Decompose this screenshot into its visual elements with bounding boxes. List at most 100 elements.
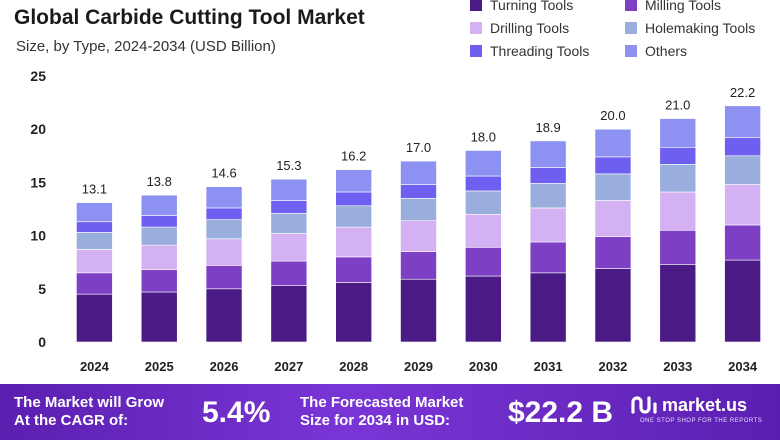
x-tick-label: 2034 [728, 359, 758, 374]
bar-segment [205, 288, 243, 343]
legend-item-turning: Turning Tools [470, 0, 573, 13]
brand-name: market.us [662, 394, 748, 415]
y-tick-label: 10 [30, 228, 46, 244]
legend-label: Drilling Tools [490, 20, 570, 36]
bar-segment [140, 291, 178, 343]
x-tick-label: 2026 [210, 359, 239, 374]
cagr-label-line2: At the CAGR of: [14, 412, 129, 429]
bar-segment [335, 205, 372, 228]
bar-segment [400, 160, 437, 185]
brand-logo: market.us [630, 394, 747, 416]
bar-segment [659, 164, 697, 193]
bar-segment [594, 156, 632, 175]
bar-segment [724, 184, 761, 226]
bar-segment [594, 128, 632, 158]
legend-item-holemaking: Holemaking Tools [625, 20, 755, 36]
bar-segment [335, 191, 372, 207]
legend-item-milling: Milling Tools [625, 0, 721, 13]
bar-segment [140, 226, 178, 246]
bar-segment [140, 215, 178, 228]
bar-segment [270, 260, 308, 286]
bar-segment [724, 137, 761, 157]
bar-segment [724, 105, 761, 139]
legend-label: Turning Tools [490, 0, 574, 13]
forecast-value: $22.2 B [508, 396, 614, 429]
brand-tagline: ONE STOP SHOP FOR THE REPORTS [640, 418, 763, 424]
bar-segment [659, 146, 697, 165]
y-tick-label: 25 [30, 68, 46, 84]
bar-segment [335, 169, 372, 193]
bar-total-label: 17.0 [406, 140, 431, 155]
bar-segment [205, 207, 243, 220]
x-tick-label: 2027 [274, 359, 303, 374]
bar-segment [465, 150, 502, 177]
legend-swatch [625, 22, 637, 34]
y-tick-label: 0 [38, 334, 46, 350]
x-tick-label: 2025 [145, 359, 174, 374]
bar-segment [76, 272, 113, 295]
bar-segment [659, 191, 697, 231]
bar-total-label: 21.0 [665, 98, 690, 113]
bar-segment [659, 118, 697, 148]
bar-segment [659, 264, 697, 343]
bar-segment [140, 244, 178, 270]
bar-segment [400, 184, 437, 199]
bar-total-label: 20.0 [600, 108, 625, 123]
bar-total-label: 15.3 [276, 158, 301, 173]
bar-segment [594, 236, 632, 269]
bar-segment [140, 194, 178, 216]
legend-item-drilling: Drilling Tools [470, 20, 569, 36]
bar-segment [76, 202, 113, 223]
x-tick-label: 2032 [598, 359, 627, 374]
legend-swatch [470, 0, 482, 11]
legend-label: Milling Tools [645, 0, 721, 13]
cagr-value: 5.4% [202, 396, 271, 429]
bar-segment [724, 259, 761, 343]
bar-total-label: 14.6 [211, 166, 236, 181]
bar-segment [400, 251, 437, 280]
x-tick-label: 2029 [404, 359, 433, 374]
cagr-label: The Market will Grow At the CAGR of: [14, 394, 164, 430]
x-tick-label: 2028 [339, 359, 368, 374]
x-tick-label: 2024 [80, 359, 110, 374]
bar-segment [76, 232, 113, 250]
page-title: Global Carbide Cutting Tool Market [14, 6, 365, 29]
bar-total-label: 16.2 [341, 149, 366, 164]
y-tick-label: 20 [30, 121, 46, 137]
y-tick-label: 15 [30, 174, 46, 190]
bar-segment [465, 275, 502, 343]
bar-segment [205, 238, 243, 266]
bar-segment [465, 214, 502, 248]
bar-segment [659, 229, 697, 265]
bar-total-label: 18.0 [471, 129, 496, 144]
bar-segment [465, 175, 502, 192]
legend-label: Others [645, 43, 688, 59]
bar-segment [76, 221, 113, 233]
legend-item-threading: Threading Tools [470, 43, 589, 59]
bar-segment [529, 207, 567, 243]
bar-segment [529, 140, 567, 168]
x-tick-label: 2030 [469, 359, 498, 374]
footer-banner: The Market will Grow At the CAGR of: 5.4… [0, 384, 780, 440]
forecast-label: The Forecasted Market Size for 2034 in U… [300, 394, 463, 430]
page-subtitle: Size, by Type, 2024-2034 (USD Billion) [16, 38, 276, 55]
bar-segment [205, 219, 243, 240]
bar-segment [270, 178, 308, 201]
bar-segment [335, 256, 372, 283]
bar-total-label: 13.1 [82, 182, 107, 197]
bar-segment [76, 293, 113, 343]
legend-swatch [625, 45, 637, 57]
x-tick-label: 2033 [663, 359, 692, 374]
legend-label: Holemaking Tools [645, 20, 756, 36]
legend-label: Threading Tools [490, 43, 590, 59]
bar-segment [529, 241, 567, 274]
bar-total-label: 18.9 [535, 120, 560, 135]
stacked-bar-chart: 051015202513.1202413.8202514.6202615.320… [30, 68, 761, 374]
forecast-label-line2: Size for 2034 in USD: [300, 412, 451, 429]
bar-segment [594, 268, 632, 343]
bar-segment [140, 269, 178, 293]
legend-item-others: Others [625, 43, 687, 59]
legend-swatch [470, 22, 482, 34]
bar-segment [400, 278, 437, 343]
bar-segment [724, 224, 761, 261]
